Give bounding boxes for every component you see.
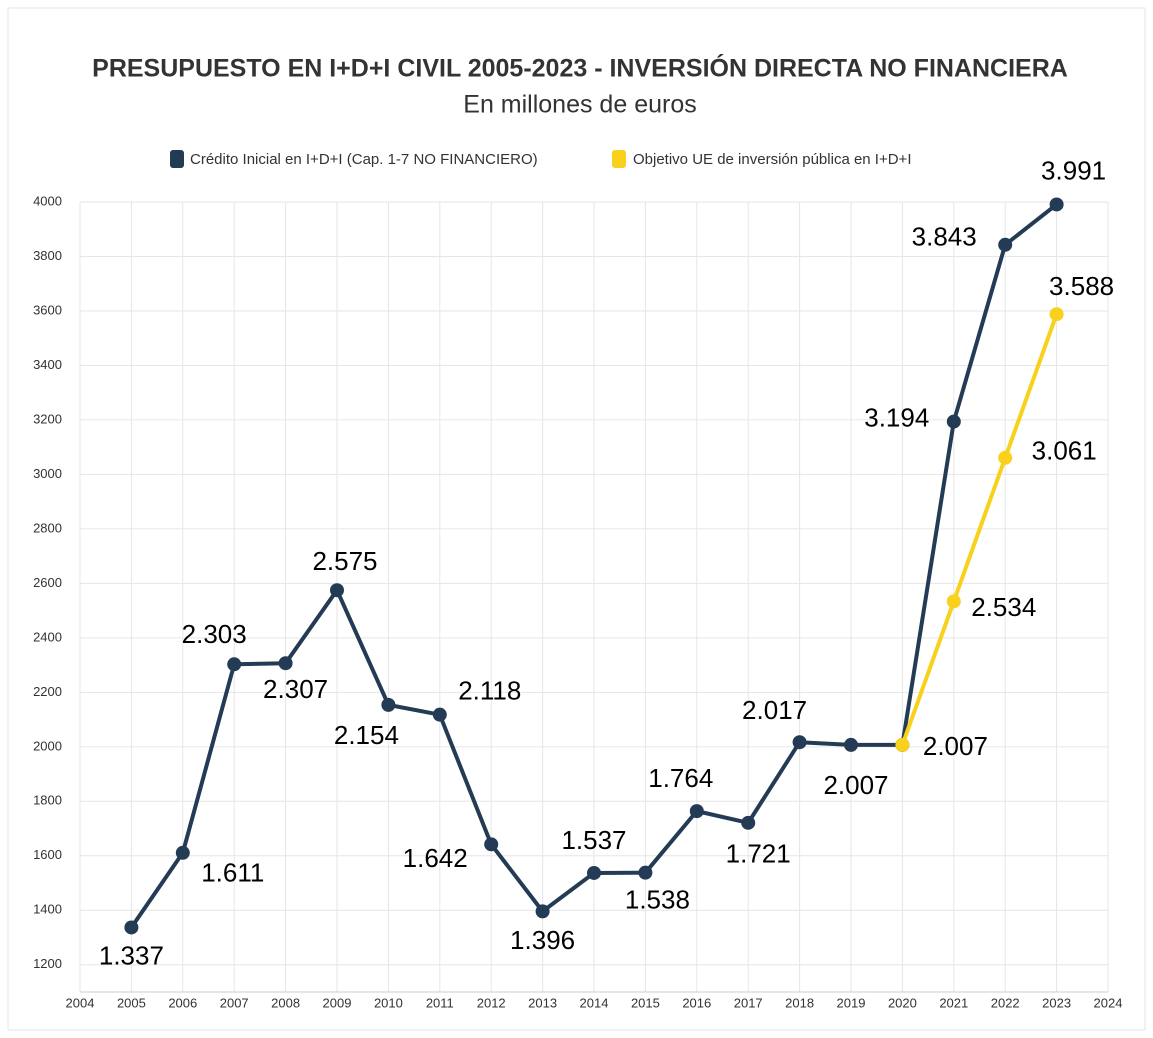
data-point <box>381 697 396 712</box>
y-tick-label: 1200 <box>33 956 62 971</box>
x-tick-label: 2011 <box>426 995 454 1010</box>
x-tick-label: 2010 <box>374 995 403 1010</box>
data-label: 1.396 <box>510 925 575 955</box>
data-point <box>792 735 807 750</box>
x-tick-label: 2009 <box>323 995 352 1010</box>
data-point <box>844 737 858 752</box>
data-point <box>741 815 756 830</box>
x-tick-label: 2021 <box>939 995 968 1010</box>
y-tick-label: 2600 <box>33 575 62 590</box>
x-tick-label: 2017 <box>734 995 763 1010</box>
x-tick-label: 2005 <box>117 995 146 1010</box>
data-label: 1.642 <box>403 843 468 873</box>
x-tick-label: 2016 <box>682 995 711 1010</box>
y-tick-label: 1400 <box>33 902 62 917</box>
data-point <box>895 737 910 752</box>
data-point <box>587 865 601 880</box>
data-point <box>946 414 961 429</box>
data-label: 2.118 <box>458 676 521 706</box>
data-label: 3.061 <box>1032 436 1097 466</box>
data-label: 1.337 <box>99 940 164 970</box>
x-tick-label: 2018 <box>785 995 814 1010</box>
y-tick-label: 2800 <box>33 520 62 535</box>
data-point <box>227 657 242 672</box>
legend-label: Crédito Inicial en I+D+I (Cap. 1-7 NO FI… <box>190 151 538 168</box>
data-label: 2.154 <box>334 720 399 750</box>
y-tick-label: 4000 <box>33 193 62 208</box>
data-point <box>330 583 344 598</box>
data-label: 3.843 <box>912 222 977 252</box>
x-tick-label: 2007 <box>220 995 249 1010</box>
y-tick-label: 3200 <box>33 411 62 426</box>
data-label: 2.303 <box>182 619 247 649</box>
x-tick-label: 2008 <box>271 995 300 1010</box>
data-point <box>535 904 550 919</box>
x-tick-label: 2004 <box>66 995 95 1010</box>
x-tick-label: 2014 <box>580 995 609 1010</box>
data-label: 1.721 <box>726 839 791 869</box>
data-label: 3.588 <box>1049 271 1114 301</box>
y-tick-label: 2000 <box>33 738 62 753</box>
data-label: 2.307 <box>263 674 328 704</box>
x-tick-label: 2006 <box>168 995 197 1010</box>
data-label: 3.194 <box>864 402 929 432</box>
y-tick-label: 3600 <box>33 302 62 317</box>
chart-subtitle: En millones de euros <box>463 91 696 119</box>
y-tick-label: 3000 <box>33 466 62 481</box>
data-point <box>175 845 190 860</box>
data-label: 1.538 <box>625 885 690 915</box>
data-point <box>484 837 499 852</box>
x-tick-label: 2012 <box>477 995 506 1010</box>
y-tick-label: 2200 <box>33 684 62 699</box>
data-point <box>998 237 1013 252</box>
data-label: 2.017 <box>742 695 807 725</box>
data-label: 2.007 <box>823 770 888 800</box>
data-point <box>1049 307 1064 322</box>
series-line <box>900 313 1059 746</box>
y-tick-label: 2400 <box>33 629 62 644</box>
legend-swatch <box>170 150 184 168</box>
legend-swatch <box>612 150 626 168</box>
x-tick-label: 2022 <box>991 995 1020 1010</box>
chart-title: PRESUPUESTO EN I+D+I CIVIL 2005-2023 - I… <box>92 53 1068 83</box>
data-label: 1.611 <box>201 858 264 888</box>
data-label: 1.764 <box>648 763 713 793</box>
data-label: 2.534 <box>971 592 1036 622</box>
data-point <box>638 865 653 880</box>
y-tick-label: 3400 <box>33 357 62 372</box>
x-tick-label: 2013 <box>528 995 557 1010</box>
data-point <box>946 594 961 609</box>
x-tick-label: 2023 <box>1042 995 1071 1010</box>
x-tick-label: 2019 <box>837 995 866 1010</box>
data-point <box>432 707 447 722</box>
data-point <box>689 804 704 819</box>
x-tick-label: 2024 <box>1094 995 1123 1010</box>
frame <box>7 7 1146 1031</box>
x-tick-label: 2020 <box>888 995 917 1010</box>
data-point <box>124 920 139 935</box>
y-tick-label: 3800 <box>33 248 62 263</box>
data-point <box>278 656 293 671</box>
data-label: 1.537 <box>561 825 626 855</box>
data-label: 2.575 <box>312 546 377 576</box>
y-tick-label: 1600 <box>33 847 62 862</box>
data-label: 3.991 <box>1041 155 1106 185</box>
x-tick-label: 2015 <box>631 995 660 1010</box>
legend-label: Objetivo UE de inversión pública en I+D+… <box>633 151 912 168</box>
data-label: 2.007 <box>923 731 988 761</box>
data-point <box>998 450 1013 465</box>
data-point <box>1049 197 1064 212</box>
y-tick-label: 1800 <box>33 793 62 808</box>
